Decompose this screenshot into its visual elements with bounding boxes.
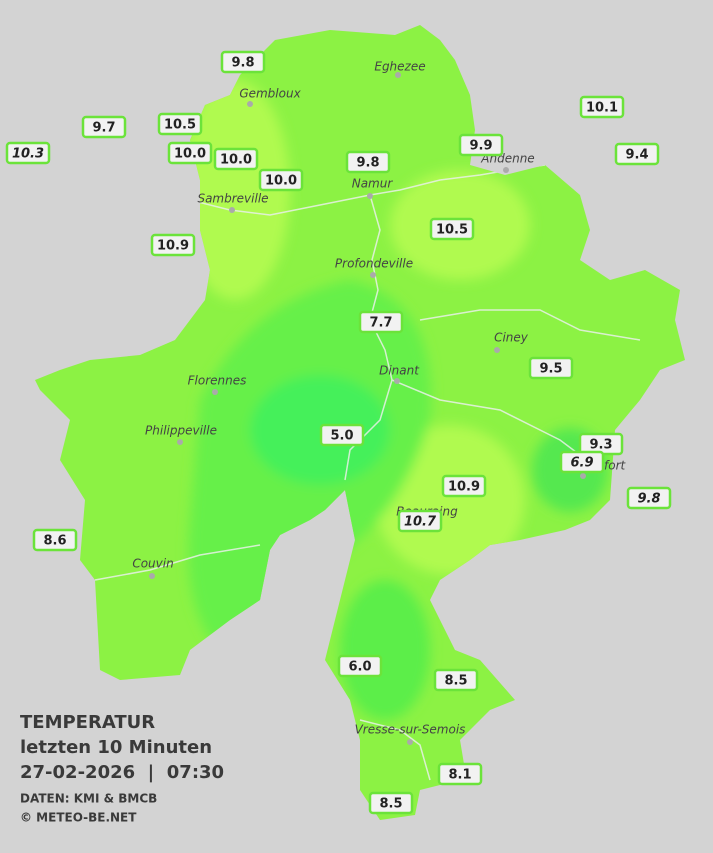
station-value: 9.7 xyxy=(92,121,115,136)
station-value: 9.5 xyxy=(539,362,562,377)
station-box xyxy=(368,791,414,815)
station-value: 10.0 xyxy=(174,147,206,162)
city-label: Vresse-sur-Semois xyxy=(355,723,466,737)
station-box xyxy=(258,168,304,192)
city-dot xyxy=(212,389,218,395)
station-box xyxy=(528,356,574,380)
city-dot xyxy=(394,378,400,384)
city-label: Namur xyxy=(352,177,394,191)
station-value: 5.0 xyxy=(330,429,353,444)
city-layer: EghezeeGemblouxAndenneNamurSambrevillePr… xyxy=(132,60,627,745)
station-value: 9.8 xyxy=(356,156,379,171)
station-box xyxy=(441,474,487,498)
station-value: 10.0 xyxy=(265,174,297,189)
station-value: 10.7 xyxy=(404,515,437,530)
title-period: letzten 10 Minuten xyxy=(20,737,212,758)
station-value: 10.0 xyxy=(220,153,252,168)
station-value: 10.9 xyxy=(157,239,189,254)
station-layer: 9.8 9.7 10.5 10.3 10.0 10.0 10.0 9.8 9.9 10.1 9.4 1… xyxy=(5,50,672,815)
city-dot xyxy=(177,439,183,445)
city-dot xyxy=(229,207,235,213)
city-label: Philippeville xyxy=(145,424,217,438)
station-box xyxy=(319,423,365,447)
city-label: Profondeville xyxy=(335,257,413,271)
city-label: Sambreville xyxy=(197,192,268,206)
station-box xyxy=(458,133,504,157)
station-box xyxy=(5,141,51,165)
station-value: 9.8 xyxy=(637,492,660,507)
city-label: Gembloux xyxy=(239,87,301,101)
station-box xyxy=(429,217,475,241)
station-box xyxy=(437,762,483,786)
station-box xyxy=(81,115,127,139)
station-value: 8.5 xyxy=(379,797,402,812)
station-box xyxy=(150,233,196,257)
station-value: 9.8 xyxy=(231,56,254,71)
city-label: Florennes xyxy=(188,374,247,388)
city-dot xyxy=(395,72,401,78)
city-dot xyxy=(149,573,155,579)
station-value: 10.1 xyxy=(586,101,618,116)
station-value: 9.9 xyxy=(469,139,492,154)
station-box xyxy=(345,150,391,174)
station-box xyxy=(157,112,203,136)
station-value: 6.9 xyxy=(570,456,593,471)
station-box xyxy=(32,528,78,552)
station-value: 6.0 xyxy=(348,660,371,675)
station-value: 9.3 xyxy=(589,438,612,453)
station-value: 9.4 xyxy=(625,148,648,163)
station-box xyxy=(433,668,479,692)
city-label: Couvin xyxy=(132,557,173,571)
city-dot xyxy=(367,193,373,199)
station-value: 8.5 xyxy=(444,674,467,689)
station-value: 10.3 xyxy=(12,147,44,162)
city-dot xyxy=(247,101,253,107)
copyright: © METEO-BE.NET xyxy=(20,811,137,825)
station-box xyxy=(614,142,660,166)
station-value: 7.7 xyxy=(369,316,392,331)
station-box xyxy=(337,654,383,678)
station-box xyxy=(579,95,625,119)
city-dot xyxy=(407,739,413,745)
station-box xyxy=(213,147,259,171)
source: DATEN: KMI & BMCB xyxy=(20,792,157,806)
station-value: 10.5 xyxy=(436,223,468,238)
city-dot xyxy=(370,272,376,278)
station-box xyxy=(626,486,672,510)
station-value: 8.1 xyxy=(448,768,471,783)
station-box xyxy=(397,509,443,533)
station-value: 10.5 xyxy=(164,118,196,133)
station-box xyxy=(358,310,404,334)
title-datetime: 27-02-2026 | 07:30 xyxy=(20,762,224,783)
station-box xyxy=(220,50,266,74)
city-dot xyxy=(494,347,500,353)
city-label: Dinant xyxy=(379,364,420,378)
title-heading: TEMPERATUR xyxy=(20,712,155,733)
city-dot xyxy=(503,167,509,173)
station-box xyxy=(559,450,605,474)
station-value: 10.9 xyxy=(448,480,480,495)
city-dot xyxy=(580,473,586,479)
city-label: Ciney xyxy=(494,331,529,345)
station-box xyxy=(167,141,213,165)
city-label: Eghezee xyxy=(374,60,425,74)
station-value: 8.6 xyxy=(43,534,66,549)
